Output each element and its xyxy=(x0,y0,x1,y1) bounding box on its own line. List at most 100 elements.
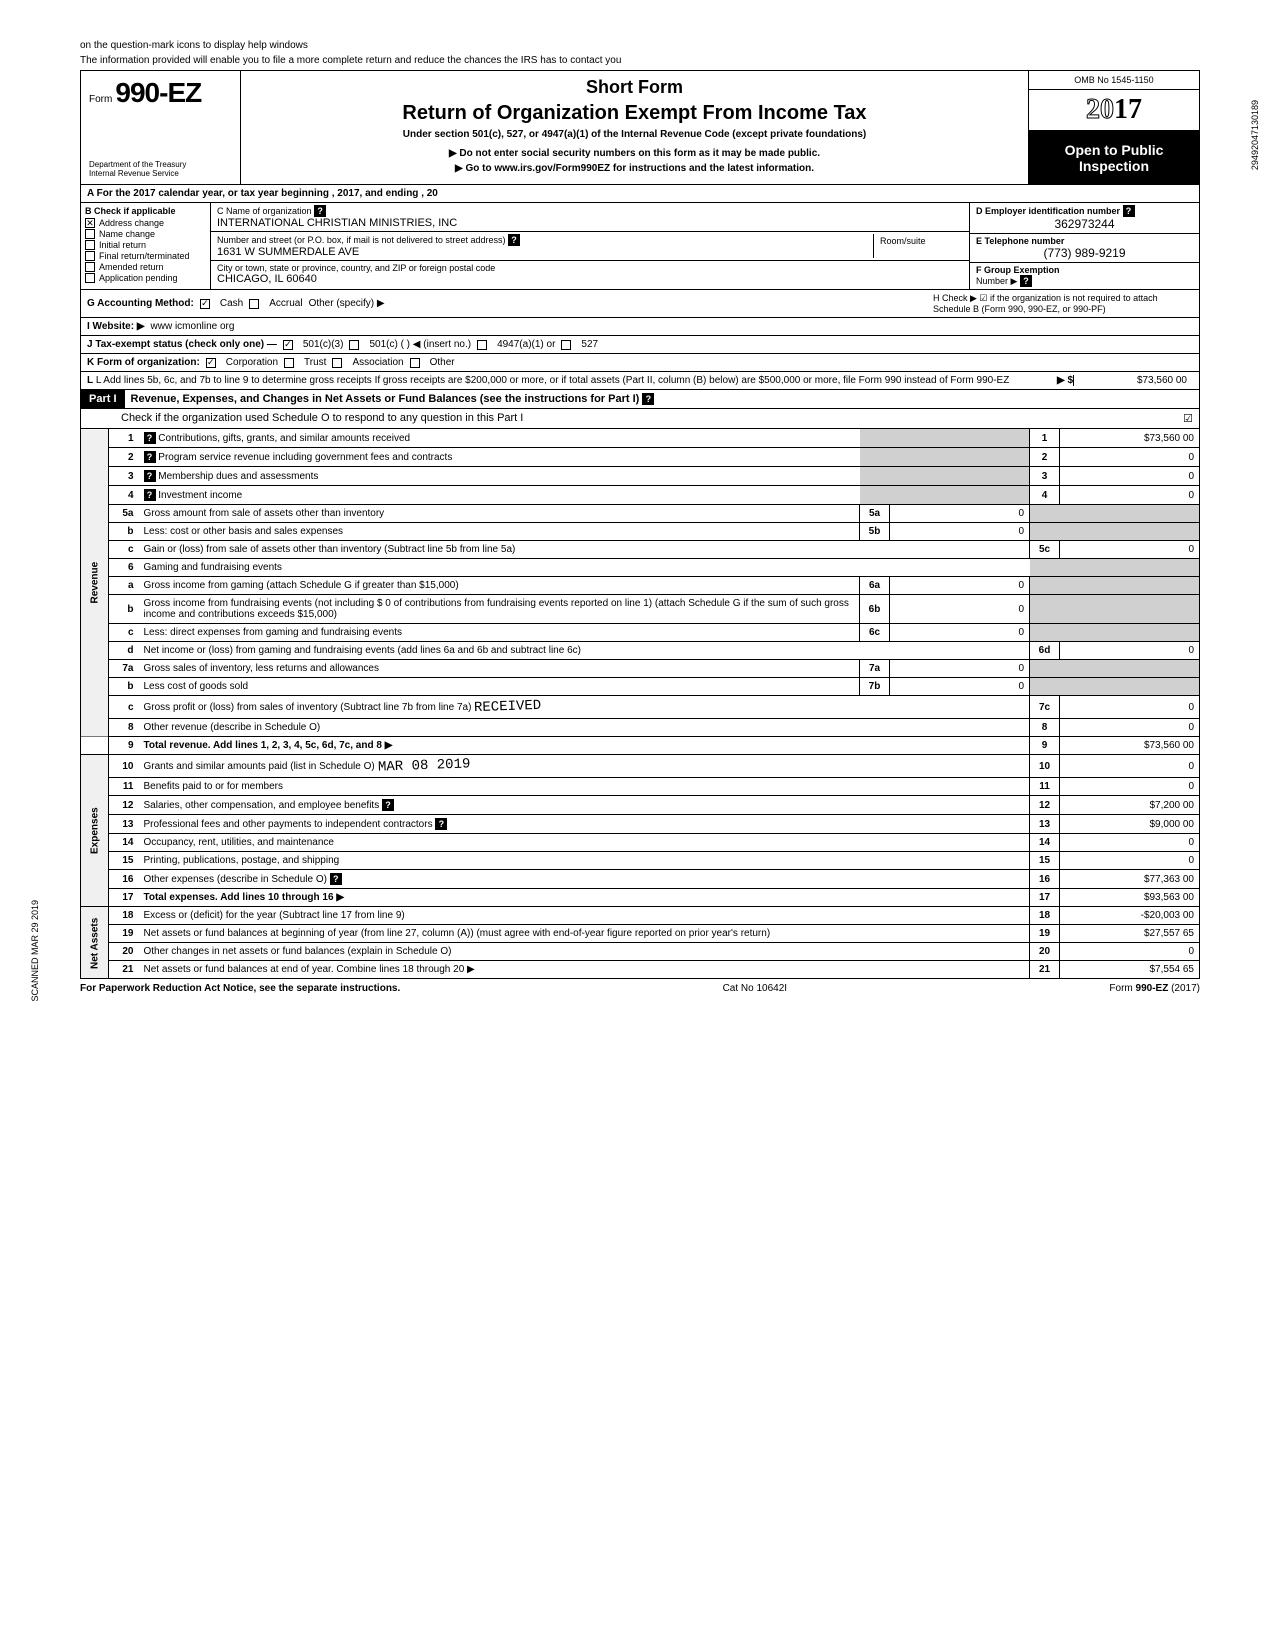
check-name-change[interactable]: Name change xyxy=(85,229,206,239)
ein-value: 362973244 xyxy=(976,217,1193,231)
check-accrual[interactable] xyxy=(249,299,259,309)
goto-link: ▶ Go to www.irs.gov/Form990EZ for instru… xyxy=(249,163,1020,174)
b-label: B Check if applicable xyxy=(85,206,206,216)
line-13-val: $9,000 00 xyxy=(1060,815,1200,834)
part1-label: Part I xyxy=(81,390,125,408)
received-stamp: RECEIVED xyxy=(474,698,542,716)
check-trust[interactable] xyxy=(284,358,294,368)
line-5b-val: 0 xyxy=(890,523,1030,541)
check-final-return[interactable]: Final return/terminated xyxy=(85,251,206,261)
line-4-val: 0 xyxy=(1060,486,1200,505)
help-icon[interactable]: ? xyxy=(144,470,156,482)
help-icon[interactable]: ? xyxy=(435,818,447,830)
dept-treasury: Department of the Treasury Internal Reve… xyxy=(89,160,232,178)
part1-checkbox[interactable]: ☑ xyxy=(1183,412,1193,425)
check-initial-return[interactable]: Initial return xyxy=(85,240,206,250)
help-icon[interactable]: ? xyxy=(330,873,342,885)
line-8-val: 0 xyxy=(1060,719,1200,737)
check-cash[interactable]: ✓ xyxy=(200,299,210,309)
row-i: I Website: ▶ www icmonline org xyxy=(80,318,1200,336)
help-icon[interactable]: ? xyxy=(144,451,156,463)
check-pending[interactable]: Application pending xyxy=(85,273,206,283)
part1-header-row: Part I Revenue, Expenses, and Changes in… xyxy=(80,390,1200,409)
line-14-val: 0 xyxy=(1060,834,1200,852)
part1-title: Revenue, Expenses, and Changes in Net As… xyxy=(125,390,1199,408)
margin-left-stamp: SCANNED MAR 29 2019 xyxy=(30,900,40,1002)
check-amended[interactable]: Amended return xyxy=(85,262,206,272)
line-6a-val: 0 xyxy=(890,577,1030,595)
line-7c-val: 0 xyxy=(1060,696,1200,719)
line-2-val: 0 xyxy=(1060,448,1200,467)
line-12-val: $7,200 00 xyxy=(1060,796,1200,815)
line-6c-val: 0 xyxy=(890,624,1030,642)
check-4947[interactable] xyxy=(477,340,487,350)
side-revenue: Revenue xyxy=(81,429,109,737)
check-assoc[interactable] xyxy=(332,358,342,368)
section-bcdef: B Check if applicable ✕Address change Na… xyxy=(80,203,1200,290)
check-corp[interactable]: ✓ xyxy=(206,358,216,368)
help-icon[interactable]: ? xyxy=(1020,275,1032,287)
line-16-val: $77,363 00 xyxy=(1060,870,1200,889)
check-501c3[interactable]: ✓ xyxy=(283,340,293,350)
help-icon[interactable]: ? xyxy=(642,393,654,405)
line-3-val: 0 xyxy=(1060,467,1200,486)
row-k: K Form of organization: ✓Corporation Tru… xyxy=(80,354,1200,372)
header-right: OMB No 1545-1150 20201717 Open to Public… xyxy=(1029,71,1199,184)
website-value: www icmonline org xyxy=(151,321,235,332)
margin-right-number: 29492047130189 xyxy=(1250,100,1260,170)
city-block: City or town, state or province, country… xyxy=(211,261,969,287)
row-a-calendar-year: A For the 2017 calendar year, or tax yea… xyxy=(80,185,1200,203)
header-left: Form 990-EZ Department of the Treasury I… xyxy=(81,71,241,184)
help-icon[interactable]: ? xyxy=(314,205,326,217)
check-501c[interactable] xyxy=(349,340,359,350)
tax-year: 20201717 xyxy=(1029,90,1199,131)
header-center: Short Form Return of Organization Exempt… xyxy=(241,71,1029,184)
help-icon[interactable]: ? xyxy=(382,799,394,811)
line-7b-val: 0 xyxy=(890,678,1030,696)
omb-number: OMB No 1545-1150 xyxy=(1029,71,1199,90)
help-icon[interactable]: ? xyxy=(1123,205,1135,217)
check-other-org[interactable] xyxy=(410,358,420,368)
line-6b-val: 0 xyxy=(890,595,1030,624)
ssn-warning: ▶ Do not enter social security numbers o… xyxy=(249,148,1020,159)
section-b: B Check if applicable ✕Address change Na… xyxy=(81,203,211,289)
section-c: C Name of organization ? INTERNATIONAL C… xyxy=(211,203,969,289)
row-l: L L Add lines 5b, 6c, and 7b to line 9 t… xyxy=(80,372,1200,390)
help-icon[interactable]: ? xyxy=(508,234,520,246)
side-expenses: Expenses xyxy=(81,755,109,907)
form-number: 990-EZ xyxy=(115,77,201,108)
row-l-value: $73,560 00 xyxy=(1073,375,1193,386)
footer-mid: Cat No 10642I xyxy=(400,983,1109,994)
section-d: D Employer identification number ? 36297… xyxy=(970,203,1199,234)
footer-right: Form 990-EZ (2017) xyxy=(1109,983,1200,994)
return-title: Return of Organization Exempt From Incom… xyxy=(249,102,1020,125)
form-header: Form 990-EZ Department of the Treasury I… xyxy=(80,70,1200,185)
check-527[interactable] xyxy=(561,340,571,350)
line-21-val: $7,554 65 xyxy=(1060,961,1200,979)
section-def: D Employer identification number ? 36297… xyxy=(969,203,1199,289)
line-7a-val: 0 xyxy=(890,660,1030,678)
help-icon[interactable]: ? xyxy=(144,432,156,444)
section-e: E Telephone number (773) 989-9219 xyxy=(970,234,1199,263)
received-date-stamp: MAR 08 2019 xyxy=(377,756,470,775)
check-address-change[interactable]: ✕Address change xyxy=(85,218,206,228)
room-suite: Room/suite xyxy=(873,234,963,258)
open-public: Open to Public Inspection xyxy=(1029,131,1199,184)
line-10-val: 0 xyxy=(1060,755,1200,778)
phone-value: (773) 989-9219 xyxy=(976,246,1193,260)
footer-left: For Paperwork Reduction Act Notice, see … xyxy=(80,983,400,994)
org-name: INTERNATIONAL CHRISTIAN MINISTRIES, INC xyxy=(217,217,963,229)
section-f: F Group Exemption Number ▶ ? xyxy=(970,263,1199,289)
line-6d-val: 0 xyxy=(1060,642,1200,660)
part1-check-row: Check if the organization used Schedule … xyxy=(80,409,1200,429)
line-9-val: $73,560 00 xyxy=(1060,737,1200,755)
row-g-h: G Accounting Method: ✓Cash Accrual Other… xyxy=(80,290,1200,318)
line-15-val: 0 xyxy=(1060,852,1200,870)
org-name-block: C Name of organization ? INTERNATIONAL C… xyxy=(211,203,969,232)
help-hint-1: on the question-mark icons to display he… xyxy=(80,40,1200,51)
subtitle: Under section 501(c), 527, or 4947(a)(1)… xyxy=(249,129,1020,140)
row-j: J Tax-exempt status (check only one) — ✓… xyxy=(80,336,1200,354)
line-11-val: 0 xyxy=(1060,778,1200,796)
form-label: Form xyxy=(89,94,112,105)
help-icon[interactable]: ? xyxy=(144,489,156,501)
